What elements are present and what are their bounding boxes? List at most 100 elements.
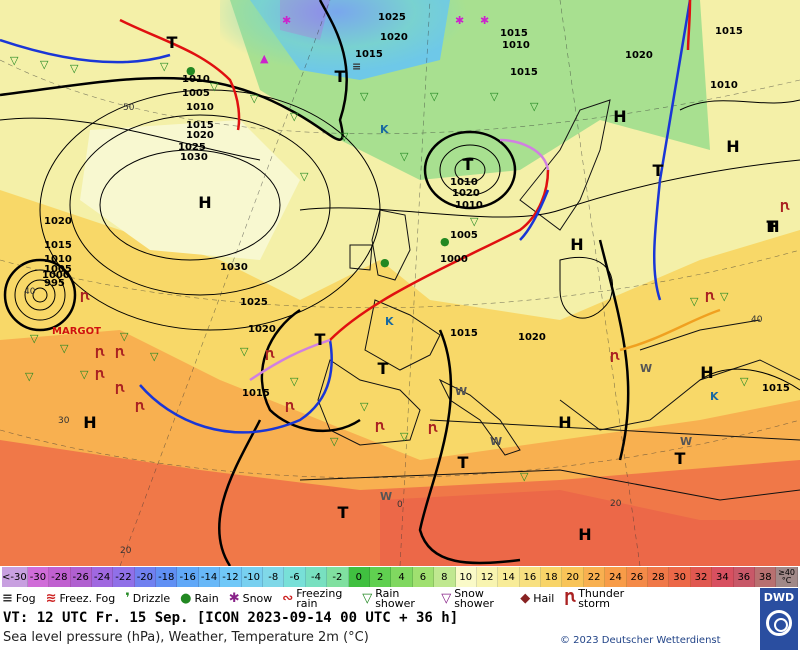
svg-text:▽: ▽ bbox=[740, 375, 749, 388]
isotherm-label: 40 bbox=[24, 287, 36, 297]
legend-label: Snow bbox=[242, 592, 273, 605]
pressure-center-H: H bbox=[558, 413, 571, 432]
svg-text:●: ● bbox=[186, 64, 196, 77]
scale-cell: 30 bbox=[669, 567, 691, 587]
isobar-label: 1025 bbox=[178, 142, 206, 153]
legend-label: Thunder storm bbox=[578, 587, 625, 610]
temperature-color-scale: <-30 -30 -28 -26 -24 -22 -20 -18 -16 -14 -12 -10 -8-… bbox=[2, 567, 798, 587]
svg-text:▽: ▽ bbox=[240, 345, 249, 358]
weather-symbols: ▽ ▽ ▽ ▽ ●▽ ▽▽▽ ▽ ▽▽ ▽▽▽ ●▽● ▽▽▽ ▽ ▽▽ ▽▽▽ ▽ ▽▽ … bbox=[10, 14, 790, 503]
svg-text:W: W bbox=[640, 362, 652, 375]
svg-text:▽: ▽ bbox=[400, 430, 409, 443]
legend-item: ▽ Snow shower bbox=[441, 587, 510, 610]
isobar-label: 1020 bbox=[518, 332, 546, 343]
isobar-label: 1020 bbox=[625, 50, 653, 61]
svg-text:▽: ▽ bbox=[290, 110, 299, 123]
svg-text:▽: ▽ bbox=[530, 100, 539, 113]
isotherm-label: 0 bbox=[397, 500, 403, 510]
legend-label: Snow shower bbox=[454, 587, 494, 610]
svg-text:K: K bbox=[380, 123, 389, 136]
pressure-center-H: H bbox=[578, 525, 591, 544]
svg-text:▽: ▽ bbox=[690, 295, 699, 308]
svg-text:Ꞃ: Ꞃ bbox=[80, 290, 90, 303]
legend-label: Freezing rain bbox=[296, 587, 343, 610]
scale-cell: 24 bbox=[605, 567, 627, 587]
scale-cell: 28 bbox=[648, 567, 670, 587]
scale-cell: -30 bbox=[27, 567, 50, 587]
svg-text:Ꞃ: Ꞃ bbox=[95, 368, 105, 381]
legend-label: Drizzle bbox=[132, 592, 171, 605]
svg-text:Ꞃ: Ꞃ bbox=[95, 346, 105, 359]
svg-text:K: K bbox=[710, 390, 719, 403]
isobar-label: 1005 bbox=[450, 230, 478, 241]
isobar-labels: 1025102010151010100510101015102010251030… bbox=[42, 12, 790, 399]
isobar-label: 1010 bbox=[44, 254, 72, 265]
isobar-label: 1015 bbox=[242, 388, 270, 399]
rain-shower-icon: ▽ bbox=[362, 591, 373, 606]
svg-text:▽: ▽ bbox=[60, 342, 69, 355]
pressure-center-T: T bbox=[378, 359, 389, 378]
svg-text:▽: ▽ bbox=[30, 332, 39, 345]
isobar-label: 1005 bbox=[182, 88, 210, 99]
isobar-label: 1015 bbox=[355, 49, 383, 60]
legend-item: ∾ Freezing rain bbox=[282, 587, 352, 610]
freezing-fog-icon: ≋ bbox=[45, 591, 57, 606]
svg-text:Ꞃ: Ꞃ bbox=[375, 420, 385, 433]
svg-text:▽: ▽ bbox=[720, 290, 729, 303]
temperature-labels: 50 40 30 20 40 20 0 bbox=[24, 103, 763, 556]
scale-cell: 22 bbox=[583, 567, 606, 587]
svg-text:●: ● bbox=[380, 256, 390, 269]
snow-icon: ✱ bbox=[228, 591, 240, 606]
svg-text:▽: ▽ bbox=[330, 435, 339, 448]
isobar-label: 1020 bbox=[44, 216, 72, 227]
isobar-label: 1000 bbox=[42, 270, 70, 281]
isobar-label: 1015 bbox=[186, 120, 214, 131]
scale-cell: -18 bbox=[156, 567, 178, 587]
pressure-center-H: H bbox=[726, 137, 739, 156]
isobar-label: 1010 bbox=[186, 102, 214, 113]
isotherm-label: 20 bbox=[610, 499, 622, 509]
pressure-center-H: H bbox=[83, 413, 96, 432]
pressure-center-H: H bbox=[700, 363, 713, 382]
scale-cell: -10 bbox=[241, 567, 264, 587]
scale-cell: -24 bbox=[91, 567, 114, 587]
svg-text:Ꞃ: Ꞃ bbox=[135, 400, 145, 413]
svg-text:Ꞃ: Ꞃ bbox=[705, 290, 715, 303]
legend-item: ❜ Drizzle bbox=[125, 592, 171, 605]
isotherm-label: 30 bbox=[58, 416, 70, 426]
pressure-center-H: H bbox=[570, 235, 583, 254]
svg-text:▽: ▽ bbox=[120, 330, 129, 343]
scale-cell: ≥40 °C bbox=[776, 567, 798, 587]
isobar-label: 1000 bbox=[440, 254, 468, 265]
legend-item: ✱ Snow bbox=[228, 591, 273, 606]
scale-cell: -12 bbox=[220, 567, 242, 587]
hail-icon: ◆ bbox=[520, 591, 531, 606]
svg-text:≡: ≡ bbox=[352, 60, 361, 73]
isobar-label: 1015 bbox=[510, 67, 538, 78]
isobar-label: 1010 bbox=[182, 74, 210, 85]
svg-text:Ꞃ: Ꞃ bbox=[115, 346, 125, 359]
pressure-center-T: T bbox=[335, 67, 346, 86]
scale-cell: 36 bbox=[733, 567, 755, 587]
freezing-rain-icon: ∾ bbox=[282, 591, 294, 606]
legend-item: ◆ Hail bbox=[520, 591, 554, 606]
isobar-label: 1030 bbox=[180, 152, 208, 163]
svg-text:Ꞃ: Ꞃ bbox=[780, 200, 790, 213]
pressure-center-T: T bbox=[338, 503, 349, 522]
legend-label: Rain shower bbox=[375, 587, 415, 610]
svg-text:▽: ▽ bbox=[70, 62, 79, 75]
scale-cell: 26 bbox=[626, 567, 649, 587]
scale-cell: -4 bbox=[305, 567, 328, 587]
isobar-label: 1030 bbox=[220, 262, 248, 273]
svg-text:Ꞃ: Ꞃ bbox=[428, 422, 438, 435]
isobar-label: 1005 bbox=[44, 264, 72, 275]
isobar-label: 1015 bbox=[715, 26, 743, 37]
svg-text:✱: ✱ bbox=[455, 14, 464, 27]
scale-cell: -8 bbox=[263, 567, 285, 587]
fog-icon: ≡ bbox=[2, 591, 13, 606]
scale-cell: 38 bbox=[755, 567, 777, 587]
legend-label: Fog bbox=[15, 592, 36, 605]
pressure-center-T: T bbox=[315, 330, 326, 349]
pressure-center-T: T bbox=[767, 217, 778, 236]
